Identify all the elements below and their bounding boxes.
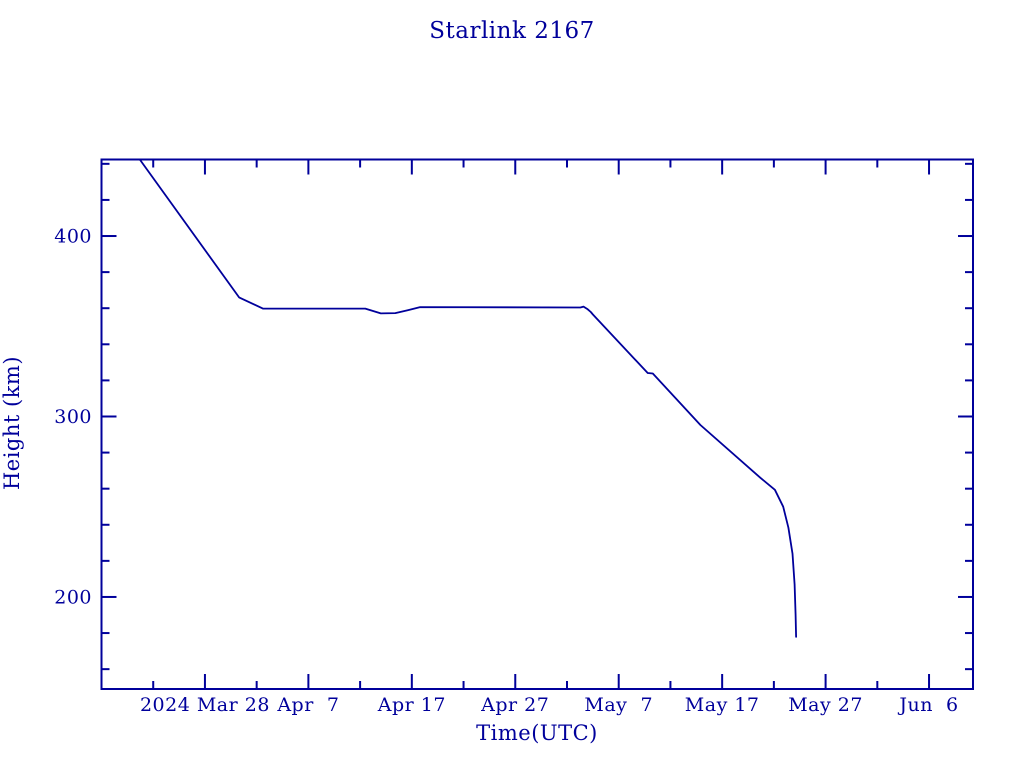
y-tick-label: 200: [54, 586, 92, 608]
y-tick-label: 400: [54, 226, 92, 248]
x-tick-label: Apr 7: [276, 694, 339, 716]
x-tick-label: Jun 6: [897, 694, 958, 716]
plot-border: [100, 158, 974, 690]
x-tick-label: 2024 Mar 28: [140, 694, 270, 716]
height-series-line: [138, 158, 797, 638]
x-tick-labels: 2024 Mar 28 Apr 7 Apr 17 Apr 27 May 7 May 17 M…: [140, 694, 958, 716]
x-tick-label: May 17: [685, 694, 760, 716]
y-tick-label: 300: [54, 406, 92, 428]
x-tick-label: May 27: [788, 694, 863, 716]
x-tick-label: May 7: [584, 694, 653, 716]
x-tick-label: Apr 17: [377, 694, 446, 716]
axis-ticks: [101, 159, 973, 689]
x-tick-label: Apr 27: [480, 694, 549, 716]
chart-title: Starlink 2167: [429, 18, 595, 44]
x-axis-title: Time(UTC): [476, 721, 598, 745]
y-axis-title: Height (km): [0, 356, 24, 490]
y-tick-labels: 200 300 400: [54, 226, 92, 609]
